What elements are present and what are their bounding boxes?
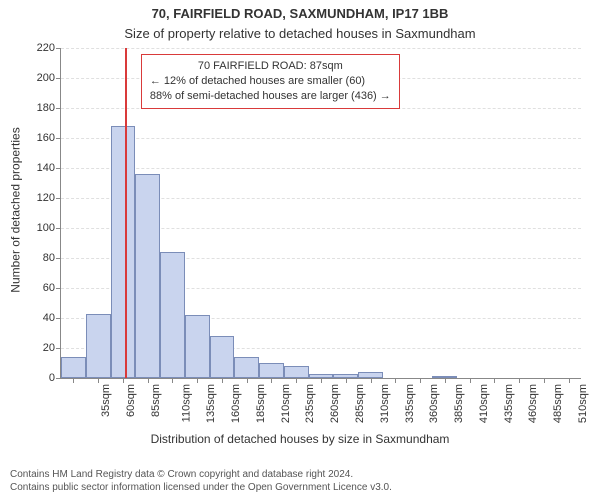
xtick-mark	[445, 378, 446, 383]
xtick-mark	[172, 378, 173, 383]
ytick-label: 200	[37, 72, 55, 84]
ytick-label: 20	[43, 342, 55, 354]
ytick-mark	[56, 258, 61, 259]
xtick-label: 410sqm	[478, 384, 490, 423]
xtick-mark	[519, 378, 520, 383]
ytick-mark	[56, 198, 61, 199]
ytick-label: 140	[37, 162, 55, 174]
xtick-mark	[247, 378, 248, 383]
xtick-mark	[197, 378, 198, 383]
xtick-label: 35sqm	[100, 384, 112, 417]
ytick-mark	[56, 48, 61, 49]
xtick-mark	[470, 378, 471, 383]
annotation-line: ← 12% of detached houses are smaller (60…	[150, 74, 391, 89]
xtick-mark	[123, 378, 124, 383]
xtick-label: 485sqm	[552, 384, 564, 423]
histogram-bar	[234, 357, 259, 378]
plot-area: 02040608010012014016018020022035sqm60sqm…	[60, 48, 581, 379]
xtick-mark	[395, 378, 396, 383]
ytick-mark	[56, 378, 61, 379]
xtick-mark	[98, 378, 99, 383]
xtick-mark	[73, 378, 74, 383]
histogram-bar	[61, 357, 86, 378]
ytick-mark	[56, 168, 61, 169]
x-axis-label: Distribution of detached houses by size …	[0, 432, 600, 446]
ytick-mark	[56, 288, 61, 289]
chart-title-line1: 70, FAIRFIELD ROAD, SAXMUNDHAM, IP17 1BB	[0, 6, 600, 21]
xtick-mark	[544, 378, 545, 383]
xtick-mark	[569, 378, 570, 383]
ytick-label: 180	[37, 102, 55, 114]
xtick-label: 185sqm	[255, 384, 267, 423]
annotation-line: 70 FAIRFIELD ROAD: 87sqm	[150, 59, 391, 74]
xtick-label: 85sqm	[150, 384, 162, 417]
xtick-label: 335sqm	[404, 384, 416, 423]
xtick-label: 160sqm	[230, 384, 242, 423]
ytick-mark	[56, 138, 61, 139]
histogram-bar	[86, 314, 111, 379]
xtick-label: 460sqm	[527, 384, 539, 423]
xtick-label: 310sqm	[379, 384, 391, 423]
xtick-label: 110sqm	[180, 384, 192, 422]
ytick-label: 40	[43, 312, 55, 324]
ytick-label: 220	[37, 42, 55, 54]
ytick-mark	[56, 318, 61, 319]
marker-line	[125, 48, 127, 378]
annotation-box: 70 FAIRFIELD ROAD: 87sqm← 12% of detache…	[141, 54, 400, 109]
histogram-bar	[111, 126, 136, 378]
ytick-label: 0	[49, 372, 55, 384]
chart-title-line2: Size of property relative to detached ho…	[0, 26, 600, 41]
xtick-label: 235sqm	[305, 384, 317, 423]
xtick-mark	[148, 378, 149, 383]
xtick-mark	[222, 378, 223, 383]
xtick-label: 210sqm	[280, 384, 292, 423]
gridline-h	[61, 168, 581, 169]
xtick-label: 360sqm	[428, 384, 440, 423]
histogram-bar	[259, 363, 284, 378]
gridline-h	[61, 138, 581, 139]
credit-line-2: Contains public sector information licen…	[10, 481, 392, 494]
histogram-bar	[284, 366, 309, 378]
xtick-mark	[321, 378, 322, 383]
xtick-mark	[346, 378, 347, 383]
ytick-label: 100	[37, 222, 55, 234]
xtick-mark	[420, 378, 421, 383]
y-axis-label: Number of detached properties	[8, 0, 24, 420]
ytick-label: 60	[43, 282, 55, 294]
credits: Contains HM Land Registry data © Crown c…	[10, 468, 392, 494]
xtick-mark	[371, 378, 372, 383]
ytick-mark	[56, 228, 61, 229]
xtick-label: 260sqm	[329, 384, 341, 423]
credit-line-1: Contains HM Land Registry data © Crown c…	[10, 468, 392, 481]
xtick-mark	[494, 378, 495, 383]
xtick-label: 285sqm	[354, 384, 366, 423]
xtick-label: 510sqm	[577, 384, 589, 423]
annotation-line: 88% of semi-detached houses are larger (…	[150, 89, 391, 104]
xtick-label: 435sqm	[503, 384, 515, 423]
ytick-mark	[56, 348, 61, 349]
xtick-label: 60sqm	[125, 384, 137, 417]
histogram-bar	[135, 174, 160, 378]
gridline-h	[61, 48, 581, 49]
ytick-label: 80	[43, 252, 55, 264]
ytick-mark	[56, 78, 61, 79]
xtick-label: 385sqm	[453, 384, 465, 423]
ytick-label: 120	[37, 192, 55, 204]
histogram-bar	[160, 252, 185, 378]
xtick-mark	[271, 378, 272, 383]
xtick-label: 135sqm	[206, 384, 218, 423]
xtick-mark	[296, 378, 297, 383]
ytick-mark	[56, 108, 61, 109]
ytick-label: 160	[37, 132, 55, 144]
histogram-bar	[210, 336, 235, 378]
histogram-bar	[185, 315, 210, 378]
